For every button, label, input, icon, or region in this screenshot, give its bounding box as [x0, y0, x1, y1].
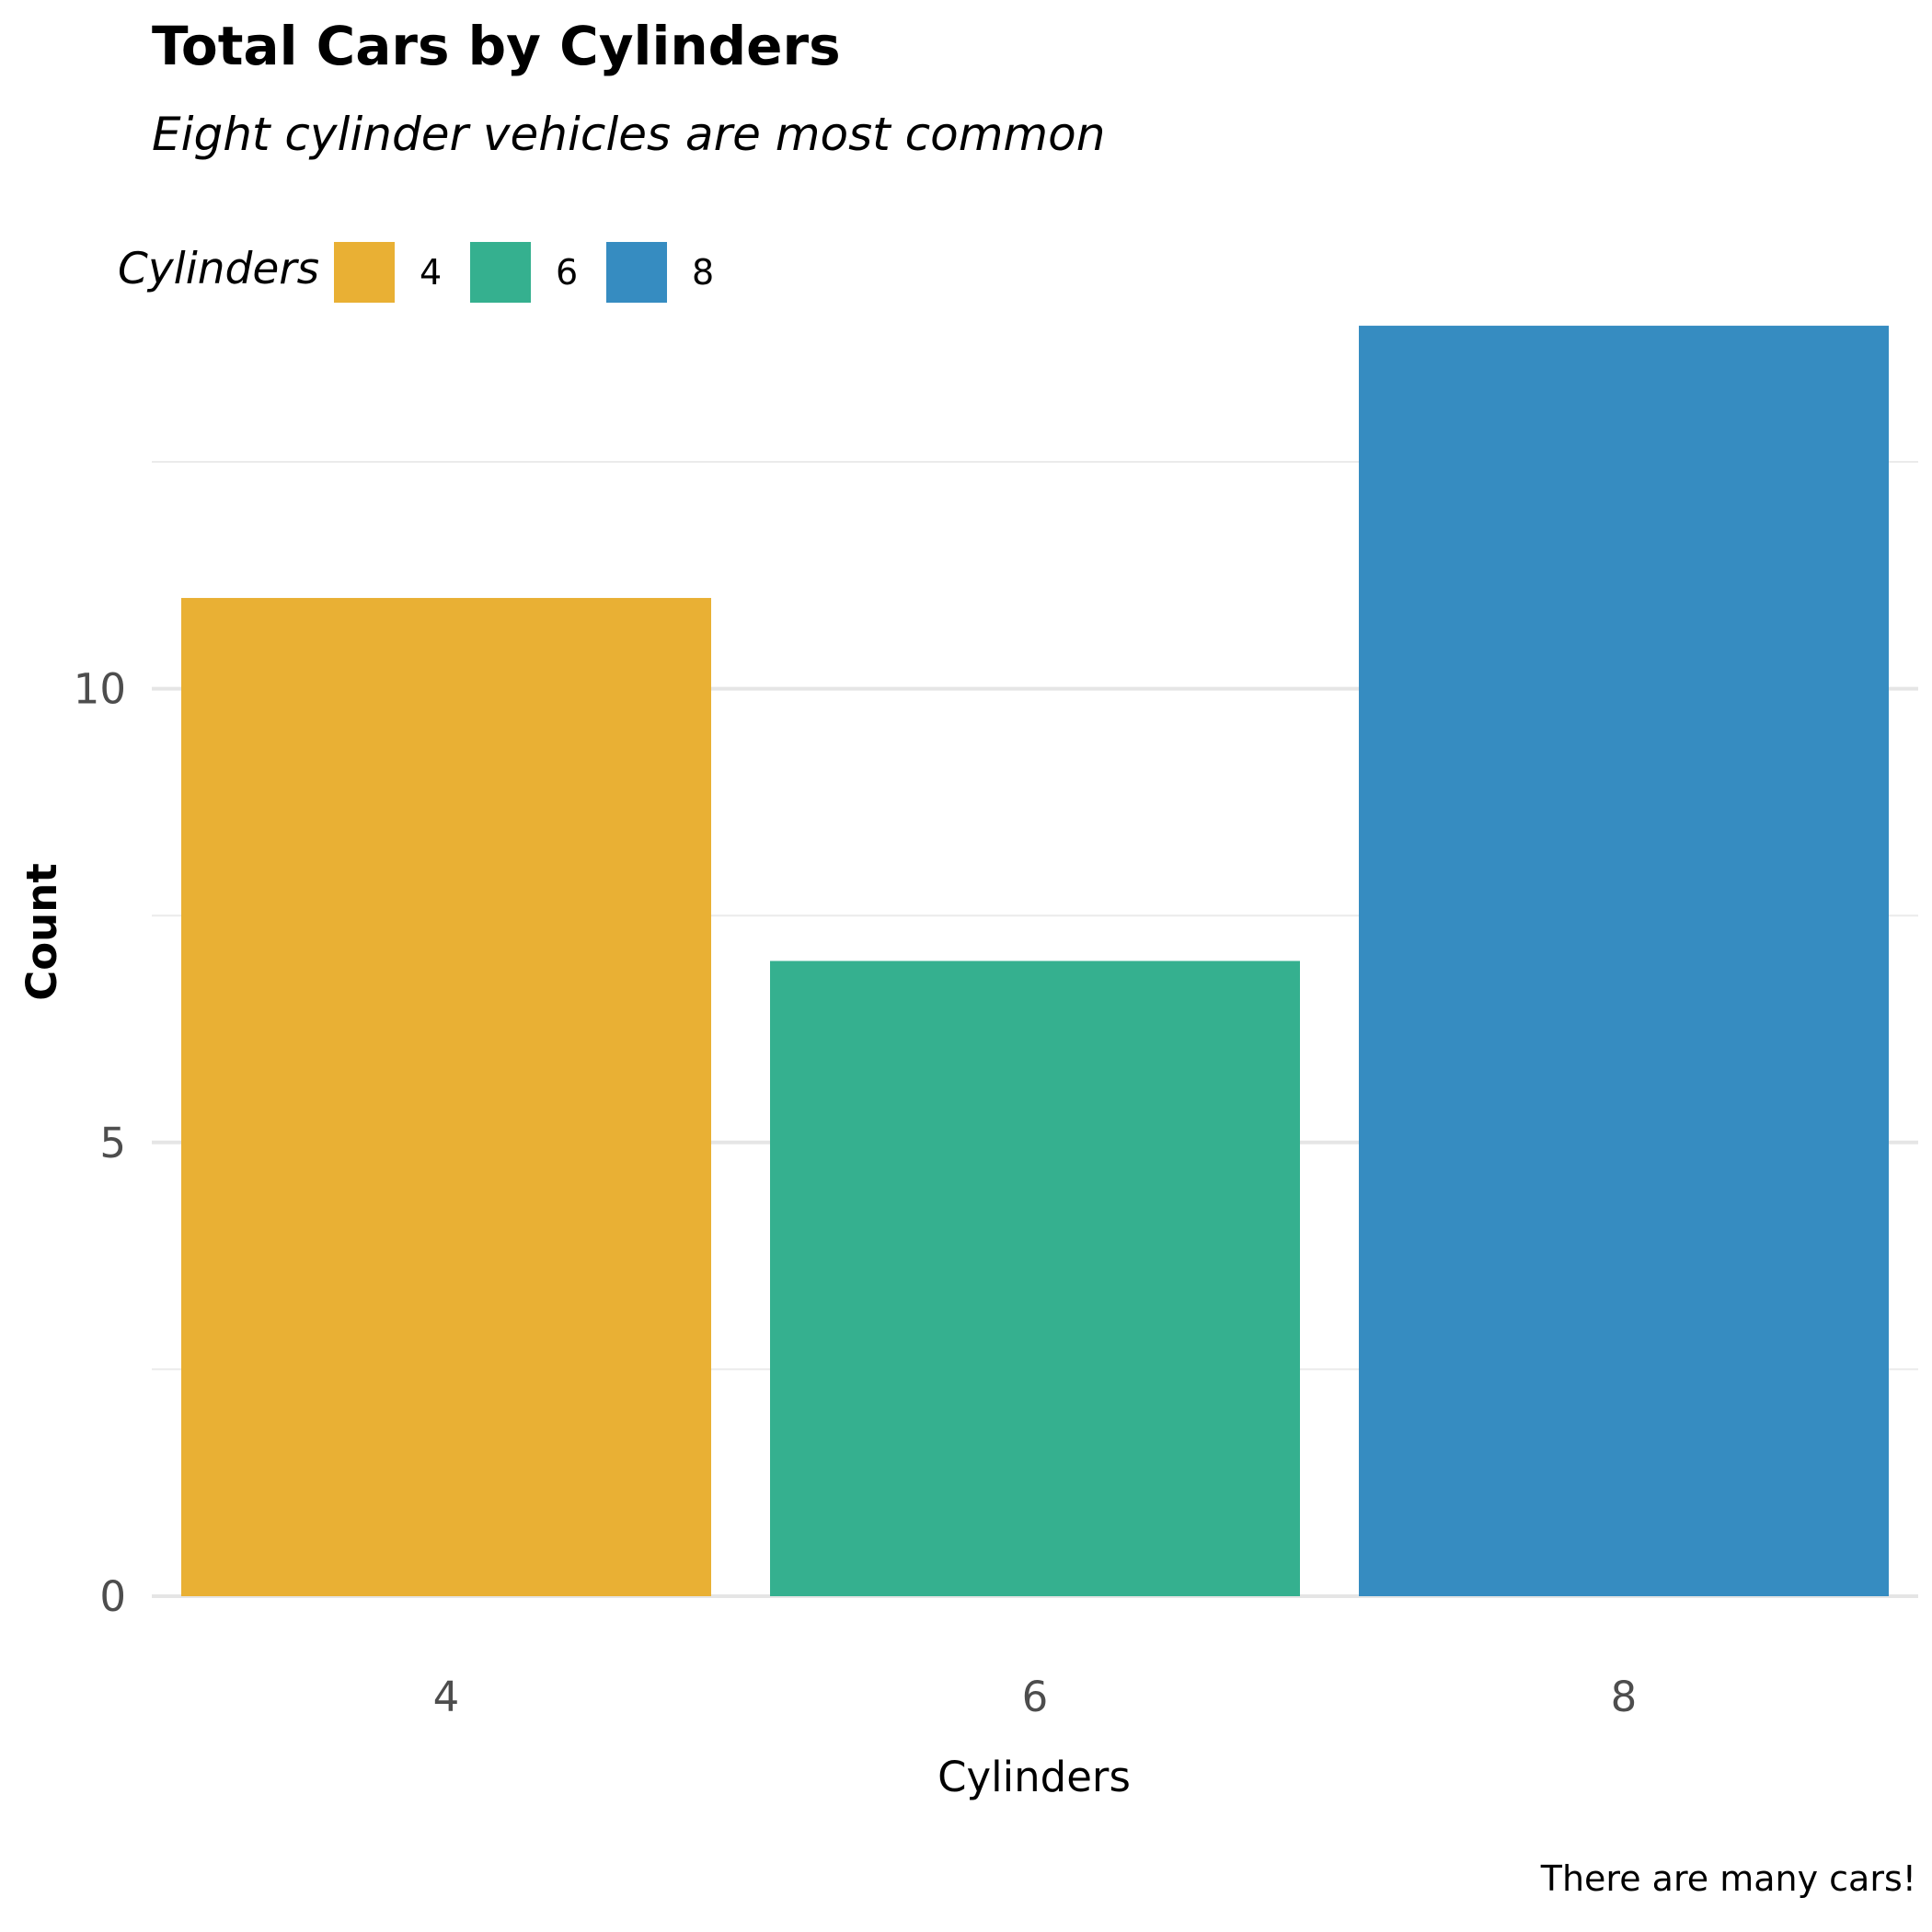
legend-label: 4: [420, 252, 442, 293]
x-axis-ticks: 4 6 8: [433, 1673, 1638, 1721]
x-axis-title: Cylinders: [937, 1753, 1131, 1801]
legend-label: 8: [692, 252, 714, 293]
legend-title: Cylinders: [118, 244, 319, 294]
y-tick-label: 0: [99, 1572, 126, 1621]
bar-6: [770, 960, 1300, 1596]
legend: Cylinders 4 6 8: [118, 242, 714, 303]
bar-8: [1359, 326, 1889, 1596]
chart-title: Total Cars by Cylinders: [152, 15, 841, 77]
y-axis-title: Count: [17, 863, 66, 1001]
bar-4: [181, 597, 711, 1596]
legend-key-6: [470, 242, 531, 303]
chart-caption: There are many cars!: [1540, 1858, 1916, 1899]
legend-key-8: [606, 242, 667, 303]
bars: [181, 326, 1889, 1596]
y-tick-label: 5: [99, 1119, 126, 1167]
y-axis-ticks: 0 5 10: [74, 665, 126, 1621]
x-tick-label: 4: [433, 1673, 460, 1721]
y-tick-label: 10: [74, 665, 126, 714]
legend-key-4: [334, 242, 395, 303]
chart-subtitle: Eight cylinder vehicles are most common: [152, 108, 1105, 161]
x-tick-label: 6: [1022, 1673, 1049, 1721]
legend-label: 6: [556, 252, 578, 293]
x-tick-label: 8: [1611, 1673, 1638, 1721]
